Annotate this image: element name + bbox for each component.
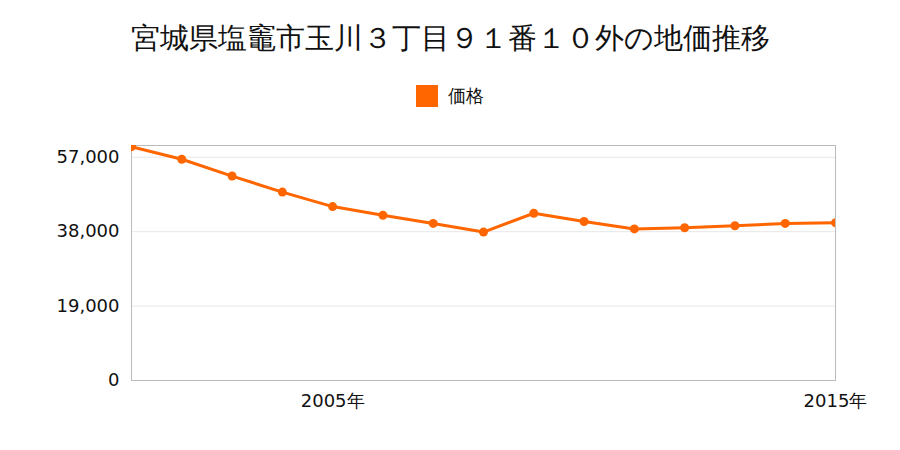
html-text:宮城県塩竈市玉川３丁目９１番１０外の地価推移: 宮城県塩竈市玉川３丁目９１番１０外の地価推移 [130, 21, 770, 55]
svg-text:2015年: 2015年 [804, 390, 868, 411]
svg-text:2005年: 2005年 [301, 390, 365, 411]
svg-text:0: 0 [108, 369, 119, 390]
svg-text:19,000: 19,000 [57, 295, 120, 316]
html-text:価格: 価格 [448, 84, 484, 106]
svg-text:57,000: 57,000 [57, 146, 120, 167]
svg-text:38,000: 38,000 [57, 220, 120, 241]
